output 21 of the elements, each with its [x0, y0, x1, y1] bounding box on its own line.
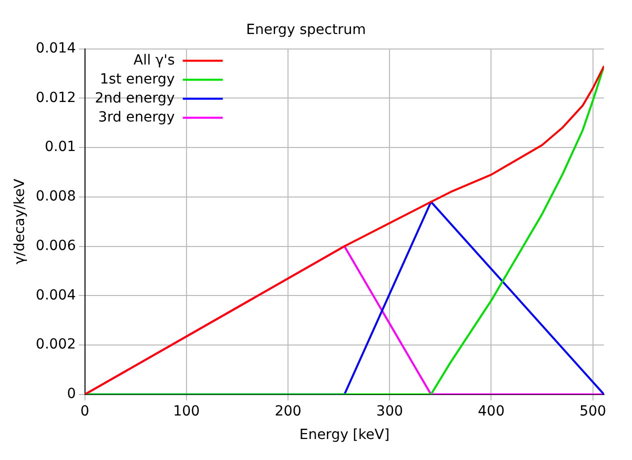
- x-tick-label: 100: [173, 403, 200, 420]
- y-tick-label: 0.002: [36, 336, 76, 353]
- chart-title: Energy spectrum: [246, 22, 366, 38]
- y-tick-label: 0.012: [36, 90, 76, 106]
- legend-label: 1st energy: [100, 71, 175, 88]
- y-tick-label: 0: [66, 386, 76, 402]
- x-tick-label: 200: [274, 403, 302, 420]
- x-axis-title: Energy [keV]: [299, 427, 390, 444]
- y-tick-label: 0.004: [36, 287, 76, 304]
- legend-label: All γ's: [134, 52, 175, 68]
- y-tick-label: 0.006: [36, 238, 76, 254]
- y-tick-label: 0.014: [36, 40, 76, 56]
- x-tick-label: 0: [80, 403, 90, 420]
- x-tick-label: 500: [579, 403, 606, 420]
- x-tick-label: 400: [478, 403, 505, 420]
- y-tick-label: 0.01: [44, 139, 76, 156]
- legend-label: 2nd energy: [94, 90, 175, 106]
- y-tick-label: 0.008: [36, 188, 76, 205]
- x-tick-label: 300: [376, 403, 404, 420]
- legend-label: 3rd energy: [98, 109, 175, 126]
- y-axis-title: γ/decay/keV: [12, 178, 28, 264]
